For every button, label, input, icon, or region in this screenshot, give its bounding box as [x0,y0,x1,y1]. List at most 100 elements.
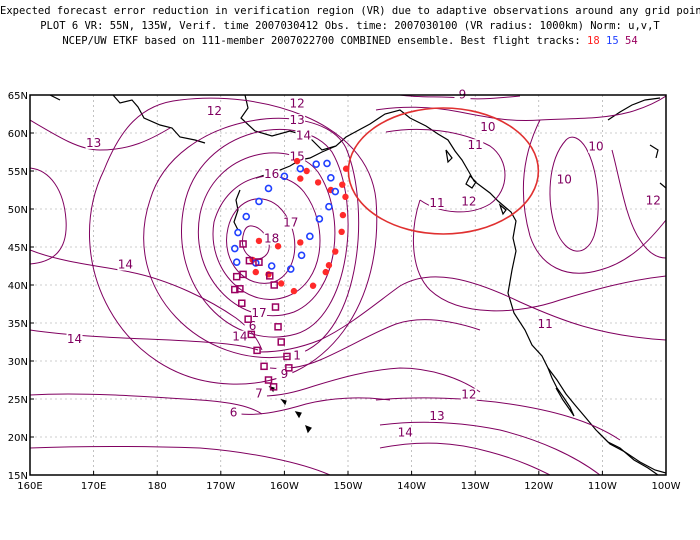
track-15-point [327,174,335,182]
contour-label-bg [85,136,102,149]
track-18-point [314,179,322,186]
track-18-point [290,287,298,295]
contour-label-bg [397,426,414,439]
contour-label-bg [289,97,306,110]
track-18-legend: 18 [587,35,600,47]
contour-label-bg [479,120,496,133]
track-18-point [252,268,259,276]
contour-label-bg [263,232,280,245]
contour-12-southeast [375,397,621,441]
contour-west-loop [30,167,67,265]
contour-label-bg [250,307,267,320]
track-18-point [342,193,349,201]
contour-label-bg [244,320,261,333]
lon-tick-label: 120W [524,481,553,492]
track-15-point [286,265,295,273]
track-15-point [234,228,242,237]
track-15-point [267,262,276,270]
track-54-point [277,338,285,346]
bc-islands [445,149,507,216]
track-54-point [238,299,246,307]
contour-label: 18 [264,232,279,246]
track-15-point [306,232,314,241]
track-54-point [244,315,252,323]
track-15-legend: 15 [606,35,619,47]
lat-tick-label: 20N [8,433,28,444]
contour-12 [89,97,378,385]
track-15-point [242,212,251,221]
lat-tick-label: 15N [8,471,28,482]
contour-label-bg [117,258,134,271]
track-15-point [331,187,340,196]
contour-label-bg [231,330,248,343]
contour-label: 14 [296,128,311,142]
contour-label-bg [289,150,306,163]
lon-tick-label: 160E [17,481,42,492]
track-18-point [278,280,285,287]
track-54-point [236,285,244,293]
contour-label: 10 [557,172,572,186]
contour-13-southeast [379,421,601,475]
contour-11-north [385,128,506,213]
lon-tick-label: 100W [652,481,681,492]
contour-10-east-loop [549,136,599,252]
lat-tick-label: 40N [8,281,28,292]
plot-title-line-3-text: NCEP/UW ETKF based on 111-member 2007022… [62,35,581,47]
track-15-point [323,159,331,168]
contour-label-bg [263,168,280,181]
track-18-point [322,268,329,276]
contour-label-bg [460,195,477,208]
contour-13-west [30,119,171,151]
contour-label: 7 [255,387,263,401]
lon-tick-label: 130W [461,481,490,492]
contour-label: 12 [207,104,222,118]
contour-11-south [259,276,666,353]
contour-label-bg [537,317,554,330]
contour-south-1 [30,393,263,415]
contour-label-bg [250,387,267,400]
contour-label: 15 [289,150,304,164]
contour-label-bg [66,333,83,345]
alaska-russia-coastline [112,95,659,475]
track-15-point [296,164,305,173]
track-15-point [255,197,263,206]
contour-label: 9 [281,367,289,381]
track-18-point [339,181,346,188]
lon-tick-label: 160W [270,481,299,492]
contour-label-bg [429,196,446,209]
contour-label-bg [467,139,484,152]
coastlines [49,95,666,475]
track-18-point [274,243,282,250]
flight-tracks [230,157,350,391]
contour-label: 12 [461,387,476,401]
contour-label-bg [206,105,223,117]
contour-label: 13 [429,409,444,423]
track-54-legend: 54 [625,35,638,47]
contour-label: 17 [283,216,298,230]
contour-label-bg [295,129,312,142]
track-15-point [264,184,273,193]
mexico-mainland [597,431,666,474]
track-18-point [339,211,347,219]
contour-label: 6 [230,406,238,420]
baja-california [547,367,575,417]
lon-tick-label: 150W [334,481,363,492]
contour-label: 1 [293,349,301,363]
contour-14-southwest [30,329,259,351]
track-54-point [264,376,273,384]
contour-label-bg [556,173,573,186]
contour-13 [143,117,360,358]
plot-title-line-1: Expected forecast error reduction in ver… [0,5,700,17]
track-54-point [271,303,280,311]
track-18-point [342,165,350,172]
contour-label-bg [588,140,605,153]
contour-label: 12 [461,194,476,208]
contour-south-2 [30,446,331,475]
track-54-point [269,383,278,391]
contour-11-east [412,199,666,312]
track-18-point [297,175,304,182]
track-54-point [245,256,254,265]
contour-label: 10 [588,140,603,154]
contour-14 [181,129,349,338]
